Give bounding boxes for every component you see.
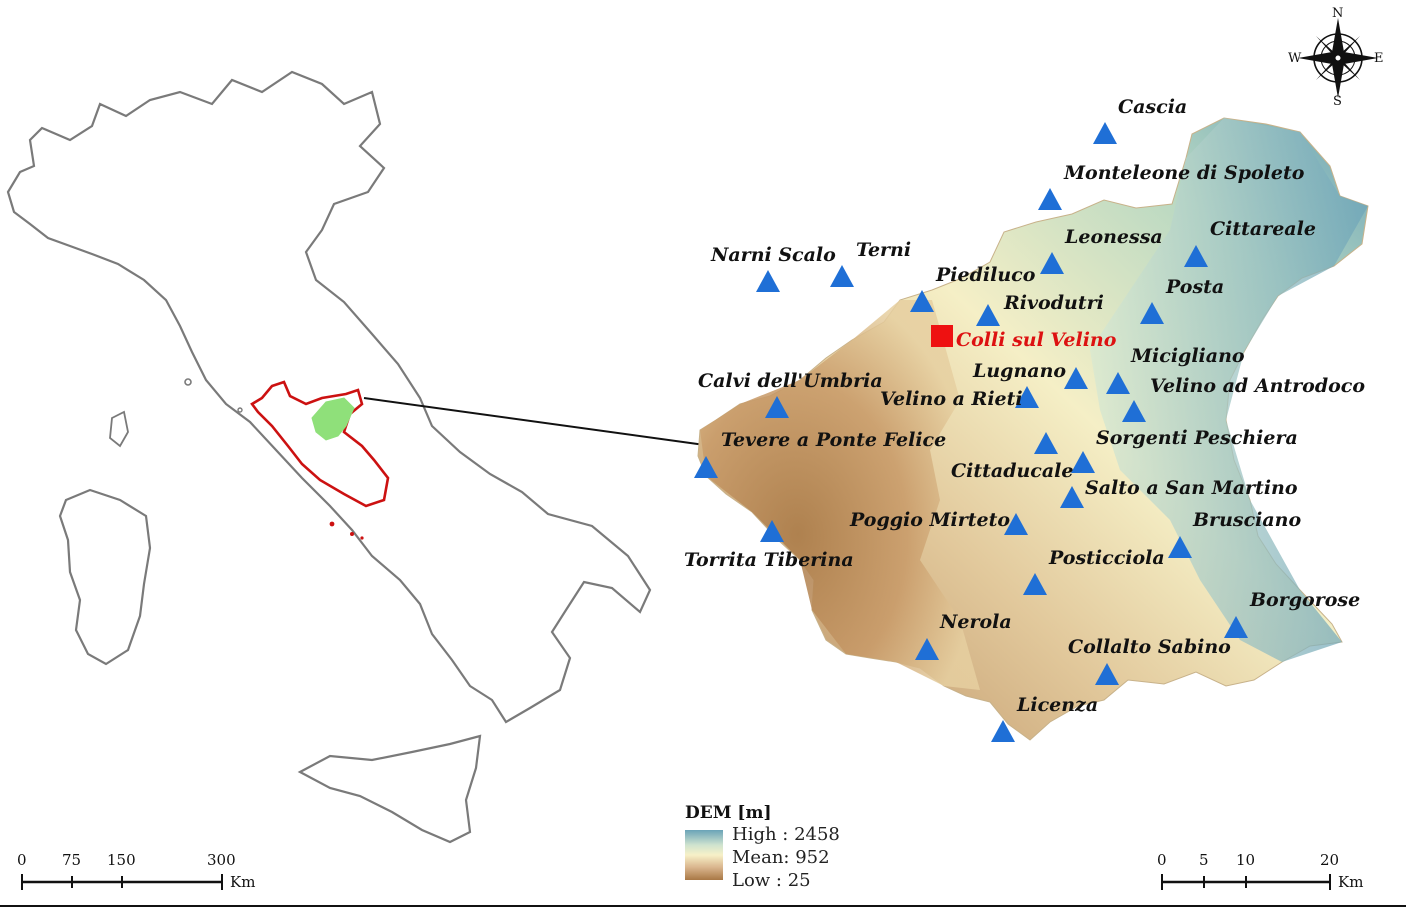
scalebar-region-tick-20: 20	[1320, 851, 1340, 869]
scalebar-italy-tick-150: 150	[107, 851, 136, 869]
station-marker-icon	[1106, 372, 1130, 394]
legend-high: High : 2458	[732, 824, 840, 845]
station-marker-icon	[1071, 451, 1095, 473]
station-marker-icon	[756, 270, 780, 292]
connector-line	[363, 397, 713, 447]
scalebar-italy-tick-300: 300	[207, 851, 236, 869]
scalebar-region-tick-10: 10	[1236, 851, 1256, 869]
station-marker-icon	[915, 638, 939, 660]
island-marker	[329, 521, 335, 527]
station-marker-icon	[765, 396, 789, 418]
station-label-cittaducale: Cittaducale	[951, 460, 1074, 482]
station-label-terni: Terni	[856, 239, 912, 261]
station-label-narni-scalo: Narni Scalo	[711, 244, 836, 266]
station-marker-icon	[1023, 573, 1047, 595]
station-label-cittareale: Cittareale	[1210, 218, 1316, 240]
station-label-torrita-tiberina: Torrita Tiberina	[684, 549, 854, 571]
station-marker-icon	[1122, 400, 1146, 422]
legend-title: DEM [m]	[685, 803, 772, 823]
dem-region	[697, 117, 1369, 741]
station-marker-icon	[1064, 367, 1088, 389]
scalebar-italy	[21, 874, 223, 890]
station-label-velino-ad-antrodoco: Velino ad Antrodoco	[1150, 375, 1366, 397]
station-label-salto-a-san-martino: Salto a San Martino	[1085, 477, 1298, 499]
compass-w: W	[1288, 51, 1302, 66]
station-label-collalto-sabino: Collalto Sabino	[1068, 636, 1231, 658]
station-label-posticciola: Posticciola	[1049, 547, 1165, 569]
station-marker-icon	[1093, 122, 1117, 144]
italy-outline	[6, 70, 652, 724]
lazio-outline	[250, 380, 390, 508]
station-label-posta: Posta	[1166, 276, 1225, 298]
station-label-leonessa: Leonessa	[1065, 226, 1163, 248]
dem-lowland	[700, 300, 980, 690]
station-marker-icon	[1060, 486, 1084, 508]
station-marker-icon	[760, 520, 784, 542]
station-marker-icon	[1034, 432, 1058, 454]
station-marker-icon	[1040, 252, 1064, 274]
compass-e: E	[1374, 51, 1384, 66]
study-site-label: Colli sul Velino	[956, 329, 1117, 351]
station-label-sorgenti-peschiera: Sorgenti Peschiera	[1096, 427, 1298, 449]
basin-highlight	[311, 397, 355, 441]
dem-highland	[1090, 118, 1368, 662]
island-marker	[350, 532, 354, 536]
scalebar-italy-unit: Km	[230, 873, 256, 891]
station-label-velino-a-rieti: Velino a Rieti	[880, 388, 1023, 410]
scalebar-region-unit: Km	[1338, 873, 1364, 891]
station-marker-icon	[991, 720, 1015, 742]
scalebar-region-tick-0: 0	[1157, 851, 1167, 869]
station-marker-icon	[830, 265, 854, 287]
station-label-cascia: Cascia	[1118, 96, 1188, 118]
station-label-micigliano: Micigliano	[1131, 345, 1245, 367]
station-label-tevere-a-ponte-felice: Tevere a Ponte Felice	[721, 429, 947, 451]
compass-icon	[1298, 18, 1378, 98]
island-marker	[184, 378, 192, 386]
compass-s: S	[1333, 94, 1342, 109]
station-label-poggio-mirteto: Poggio Mirteto	[850, 509, 1011, 531]
sardinia-outline	[58, 488, 152, 666]
station-markers	[694, 122, 1248, 742]
station-label-brusciano: Brusciano	[1193, 509, 1302, 531]
station-marker-icon	[1140, 302, 1164, 324]
study-site-marker	[931, 325, 953, 347]
station-label-piediluco: Piediluco	[936, 264, 1036, 286]
station-label-rivodutri: Rivodutri	[1004, 292, 1104, 314]
station-marker-icon	[1168, 536, 1192, 558]
legend-color-ramp	[685, 830, 723, 880]
scalebar-region	[1161, 874, 1331, 890]
scalebar-region-tick-5: 5	[1199, 851, 1209, 869]
station-marker-icon	[694, 456, 718, 478]
station-marker-icon	[910, 290, 934, 312]
scalebar-italy-tick-0: 0	[17, 851, 27, 869]
island-marker	[360, 536, 364, 540]
sicily-outline	[297, 734, 482, 844]
italy-map	[6, 70, 652, 844]
station-marker-icon	[1038, 188, 1062, 210]
station-marker-icon	[1095, 663, 1119, 685]
station-label-lugnano: Lugnano	[973, 360, 1067, 382]
station-marker-icon	[1224, 616, 1248, 638]
scalebar-italy-tick-75: 75	[62, 851, 82, 869]
legend-low: Low : 25	[732, 870, 811, 891]
station-marker-icon	[1184, 245, 1208, 267]
compass-n: N	[1332, 6, 1344, 21]
island-marker	[237, 407, 243, 413]
legend-mean: Mean: 952	[732, 847, 830, 868]
station-label-monteleone-di-spoleto: Monteleone di Spoleto	[1064, 162, 1305, 184]
station-marker-icon	[1015, 386, 1039, 408]
station-label-nerola: Nerola	[940, 611, 1012, 633]
corsica-outline	[109, 410, 129, 448]
station-marker-icon	[976, 304, 1000, 326]
station-label-calvi-dell-umbria: Calvi dell'Umbria	[698, 370, 883, 392]
station-marker-icon	[1004, 513, 1028, 535]
station-label-licenza: Licenza	[1017, 694, 1099, 716]
station-label-borgorose: Borgorose	[1250, 589, 1361, 611]
